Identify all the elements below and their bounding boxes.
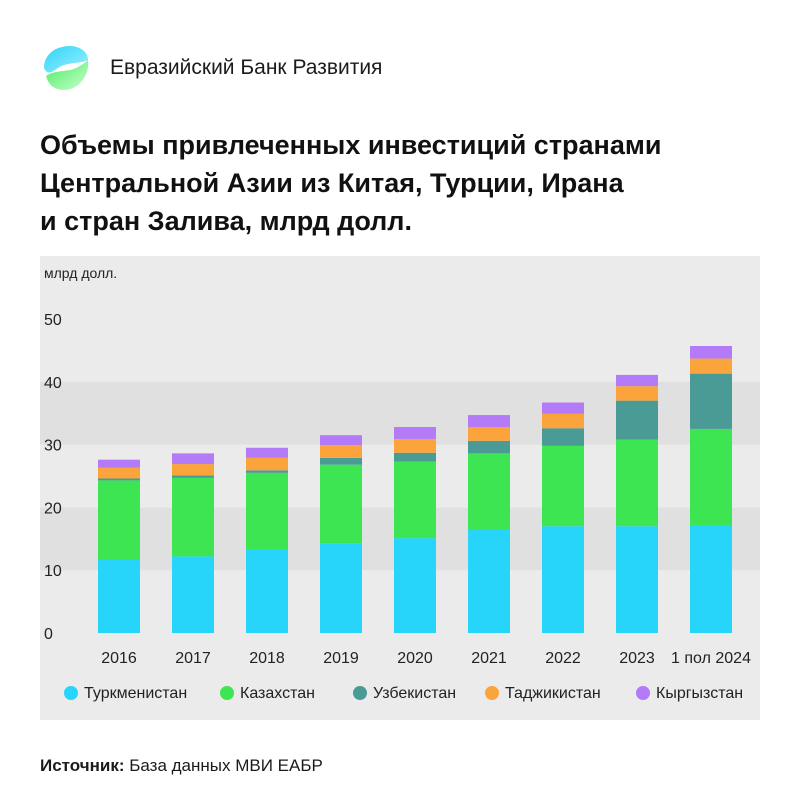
brand-name: Евразийский Банк Развития (110, 56, 383, 79)
bar-segment (394, 461, 436, 539)
source-note: Источник: База данных МВИ ЕАБР (40, 756, 323, 776)
legend-marker (220, 686, 234, 700)
bar-segment (246, 457, 288, 471)
legend-label: Узбекистан (373, 685, 456, 702)
stacked-bar-chart: млрд долл. 0 10 20 30 40 50 2016 2017 2018 2019 202… (40, 256, 760, 720)
bar-segment (320, 464, 362, 544)
bar-segment (246, 470, 288, 473)
grid-band (40, 319, 760, 382)
chart-panel: млрд долл. 0 10 20 30 40 50 2016 2017 2018 2019 202… (40, 256, 760, 720)
bar-segment (690, 428, 732, 525)
bar-segment (542, 526, 584, 633)
x-tick-label: 2019 (323, 650, 359, 667)
bar-segment (320, 543, 362, 633)
x-tick-label: 1 пол 2024 (671, 650, 751, 667)
y-unit-label: млрд долл. (44, 265, 117, 281)
chart-title: Объемы привлеченных инвестиций странами … (40, 130, 662, 236)
brand-header: Евразийский Банк Развития (40, 42, 382, 94)
bar-segment (394, 438, 436, 453)
bar-segment (616, 439, 658, 527)
bar-segment (394, 452, 436, 462)
y-tick-label: 20 (44, 500, 62, 517)
legend-marker (485, 686, 499, 700)
bar-segment (542, 445, 584, 527)
bar-segment (616, 386, 658, 401)
bar-segment (468, 530, 510, 633)
y-tick-label: 0 (44, 626, 53, 643)
legend-marker (353, 686, 367, 700)
bar-segment (172, 556, 214, 633)
bar-segment (98, 480, 140, 560)
x-tick-label: 2017 (175, 650, 211, 667)
bar-segment (172, 477, 214, 557)
legend-label: Кыргызстан (656, 685, 743, 702)
bar-segment (320, 457, 362, 465)
bar-segment (320, 445, 362, 458)
bar-segment (246, 472, 288, 550)
bar-segment (320, 435, 362, 446)
y-tick-label: 40 (44, 375, 62, 392)
bar-segment (172, 453, 214, 465)
bar-segment (394, 427, 436, 439)
bar-segment (172, 464, 214, 476)
bar-segment (542, 402, 584, 414)
x-tick-label: 2016 (101, 650, 137, 667)
ebr-logo-icon (44, 46, 89, 90)
y-tick-label: 10 (44, 563, 62, 580)
legend-label: Таджикистан (505, 685, 601, 702)
x-tick-label: 2018 (249, 650, 285, 667)
x-tick-label: 2021 (471, 650, 507, 667)
bar-segment (246, 447, 288, 458)
bar-segment (616, 526, 658, 633)
bar-segment (690, 358, 732, 374)
bar-segment (468, 427, 510, 441)
bar-segment (542, 413, 584, 429)
bar-segment (690, 524, 732, 633)
legend-label: Туркменистан (84, 685, 187, 702)
bar-segment (690, 373, 732, 429)
bar-segment (616, 374, 658, 387)
legend-label: Казахстан (240, 685, 315, 702)
bar-segment (394, 538, 436, 633)
legend-marker (636, 686, 650, 700)
bar-segment (616, 400, 658, 440)
bar-segment (468, 453, 510, 531)
source-label: Источник: (40, 756, 125, 775)
bar-segment (98, 459, 140, 468)
bar-segment (690, 346, 732, 359)
bar-segment (246, 549, 288, 633)
y-tick-label: 50 (44, 312, 62, 329)
bar-segment (98, 478, 140, 481)
y-tick-label: 30 (44, 438, 62, 455)
legend-marker (64, 686, 78, 700)
bar-segment (468, 440, 510, 454)
source-text: База данных МВИ ЕАБР (129, 756, 323, 775)
x-tick-label: 2022 (545, 650, 581, 667)
bar-segment (468, 415, 510, 428)
bar-segment (98, 559, 140, 633)
x-tick-label: 2023 (619, 650, 655, 667)
bar-segment (172, 475, 214, 478)
x-tick-label: 2020 (397, 650, 433, 667)
bar-segment (542, 428, 584, 446)
bar-segment (98, 467, 140, 479)
